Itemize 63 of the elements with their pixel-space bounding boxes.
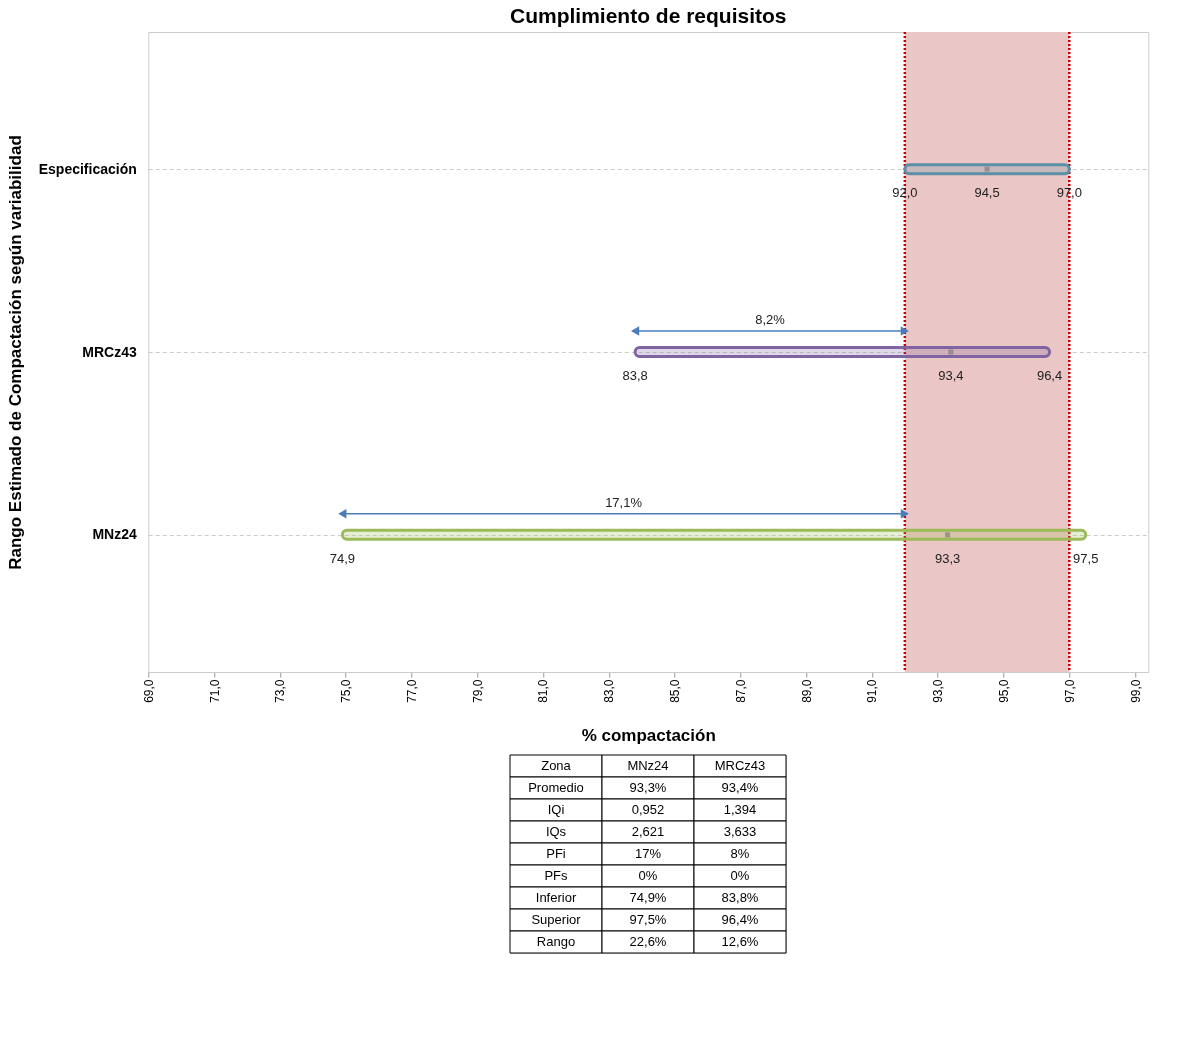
text: 97,5% xyxy=(629,912,667,927)
x-tick-label: 85,0 xyxy=(668,679,683,703)
x-tick-label: 69,0 xyxy=(141,679,156,703)
data-label: 94,5 xyxy=(974,185,1000,201)
x-axis-title: % compactación xyxy=(581,725,716,745)
text: 8% xyxy=(730,846,750,861)
text: Promedio xyxy=(528,780,584,795)
text: 2,621 xyxy=(631,824,665,839)
y-tick-label: MNz24 xyxy=(92,526,137,543)
annotation: 96,4 xyxy=(1036,368,1063,383)
data-label: 8,2% xyxy=(755,312,786,327)
x-tick-label: 73,0 xyxy=(273,679,288,703)
text: 93,4% xyxy=(721,780,759,795)
text: 0% xyxy=(638,868,658,883)
text: 3,633 xyxy=(723,824,757,839)
text: PFi xyxy=(546,846,566,861)
bar xyxy=(633,346,1052,358)
x-tick-label: 89,0 xyxy=(799,679,814,703)
annotation: 74,9 xyxy=(329,550,355,566)
data-label: 93,3 xyxy=(934,550,961,566)
text: 96,4% xyxy=(721,912,759,927)
text: 93,3% xyxy=(629,780,667,795)
text: 0% xyxy=(730,868,750,883)
text: MRCz43 xyxy=(714,758,766,773)
text: 1,394 xyxy=(723,802,757,817)
bar xyxy=(903,163,1071,176)
x-tick-label: 91,0 xyxy=(865,679,880,703)
x-tick-label: 97,0 xyxy=(1062,679,1077,703)
chart-title: Cumplimiento de requisitos xyxy=(509,3,787,27)
text: Rango xyxy=(536,934,576,949)
data-label: 93,4 xyxy=(938,368,964,383)
bar xyxy=(340,528,1088,541)
text: 17% xyxy=(634,846,662,861)
y-tick-label: MRCz43 xyxy=(82,343,137,360)
annotation: 92,0 xyxy=(892,185,918,201)
annotation: 97,0 xyxy=(1056,185,1082,201)
text: Superior xyxy=(531,912,581,927)
text: 83,8% xyxy=(721,890,759,905)
text: 12,6% xyxy=(721,934,759,949)
text: Zona xyxy=(541,758,571,773)
x-tick-label: 99,0 xyxy=(1128,679,1143,703)
annotation: 97,5 xyxy=(1073,550,1099,566)
x-tick-label: 87,0 xyxy=(733,679,748,703)
x-tick-label: 93,0 xyxy=(931,679,946,703)
text: 0,952 xyxy=(631,802,665,817)
annotation: 83,8 xyxy=(622,368,648,383)
y-axis-title: Rango Estimado de Compactación según variabilidad xyxy=(5,135,25,570)
text: MNz24 xyxy=(627,758,669,773)
x-tick-label: 71,0 xyxy=(207,679,222,703)
x-tick-label: 77,0 xyxy=(404,679,419,703)
y-tick-label: Especificación xyxy=(38,160,137,177)
text: IQi xyxy=(547,802,565,817)
x-tick-label: 79,0 xyxy=(470,679,485,703)
data-label: 17,1% xyxy=(605,494,643,510)
text: 74,9% xyxy=(629,890,667,905)
text: IQs xyxy=(545,824,567,839)
x-tick-label: 75,0 xyxy=(339,679,354,703)
text: PFs xyxy=(544,868,568,883)
text: Inferior xyxy=(535,890,577,905)
x-tick-label: 95,0 xyxy=(997,679,1012,703)
text: 22,6% xyxy=(629,934,667,949)
x-tick-label: 81,0 xyxy=(536,679,551,703)
x-tick-label: 83,0 xyxy=(602,679,617,703)
